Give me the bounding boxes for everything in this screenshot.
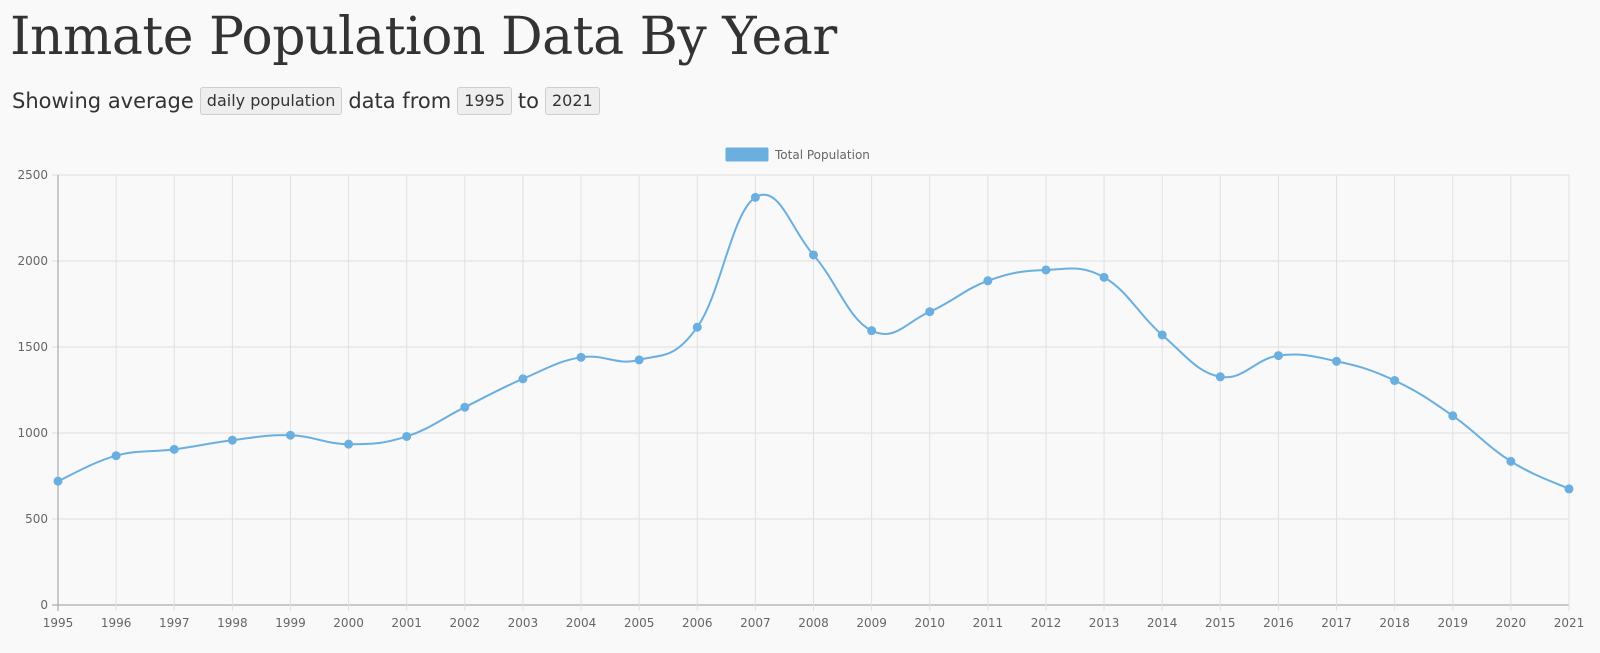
x-tick-label-2010: 2010 bbox=[914, 616, 945, 630]
x-tick-label-2014: 2014 bbox=[1147, 616, 1178, 630]
data-point-2000 bbox=[344, 439, 354, 449]
data-point-2002 bbox=[460, 402, 470, 412]
x-tick-label-1996: 1996 bbox=[101, 616, 132, 630]
data-point-1999 bbox=[285, 430, 295, 440]
y-axis: 0 500 1000 1500 2000 2500 bbox=[17, 168, 48, 612]
x-tick-label-1998: 1998 bbox=[217, 616, 248, 630]
filter-joiner-text: to bbox=[517, 89, 539, 113]
x-tick-label-2016: 2016 bbox=[1263, 616, 1294, 630]
x-tick-label-2021: 2021 bbox=[1554, 616, 1585, 630]
data-point-2003 bbox=[518, 374, 528, 384]
x-tick-label-2009: 2009 bbox=[856, 616, 887, 630]
data-point-2004 bbox=[576, 352, 586, 362]
x-tick-label-2005: 2005 bbox=[624, 616, 655, 630]
y-tick-label-1000: 1000 bbox=[17, 426, 48, 440]
data-point-2005 bbox=[634, 355, 644, 365]
x-tick-label-2015: 2015 bbox=[1205, 616, 1236, 630]
x-tick-label-2013: 2013 bbox=[1089, 616, 1120, 630]
x-tick-label-2008: 2008 bbox=[798, 616, 829, 630]
data-point-1996 bbox=[111, 451, 121, 461]
data-point-2011 bbox=[983, 276, 993, 286]
data-point-2017 bbox=[1332, 356, 1342, 366]
x-tick-label-2018: 2018 bbox=[1379, 616, 1410, 630]
data-point-2008 bbox=[809, 250, 818, 260]
x-tick-label-2012: 2012 bbox=[1031, 616, 1062, 630]
metric-select[interactable]: daily population bbox=[199, 87, 343, 115]
legend-label-total-population[interactable]: Total Population bbox=[774, 148, 870, 162]
data-point-2021 bbox=[1564, 484, 1574, 494]
data-point-2018 bbox=[1390, 376, 1400, 386]
x-tick-label-2017: 2017 bbox=[1321, 616, 1352, 630]
data-point-1995 bbox=[53, 476, 63, 486]
x-axis: 1995 1996 1997 1998 1999 2000 2001 2002 2003 2004… bbox=[43, 616, 1585, 630]
y-tick-label-1500: 1500 bbox=[17, 340, 48, 354]
data-point-2007 bbox=[750, 192, 760, 202]
y-tick-label-2500: 2500 bbox=[17, 168, 48, 182]
data-point-2015 bbox=[1215, 372, 1225, 382]
x-tick-label-2006: 2006 bbox=[682, 616, 713, 630]
x-tick-label-1995: 1995 bbox=[43, 616, 74, 630]
data-point-2006 bbox=[692, 322, 702, 332]
x-tick-label-2020: 2020 bbox=[1496, 616, 1527, 630]
x-tick-label-2007: 2007 bbox=[740, 616, 771, 630]
data-points bbox=[53, 192, 1574, 494]
filter-middle-text: data from bbox=[348, 89, 452, 113]
population-line-chart: Total Population 0 500 1000 1500 2000 2500 19… bbox=[17, 147, 1585, 630]
data-point-2016 bbox=[1273, 351, 1283, 361]
filter-prefix-text: Showing average bbox=[12, 89, 194, 113]
data-point-2001 bbox=[402, 431, 412, 441]
data-point-2014 bbox=[1157, 330, 1167, 340]
x-tick-label-2001: 2001 bbox=[391, 616, 422, 630]
x-tick-label-2000: 2000 bbox=[333, 616, 364, 630]
y-tick-label-0: 0 bbox=[40, 598, 48, 612]
x-tick-label-2019: 2019 bbox=[1437, 616, 1468, 630]
end-year-select[interactable]: 2021 bbox=[545, 87, 600, 115]
chart-grid bbox=[52, 174, 1570, 611]
page-title: Inmate Population Data By Year bbox=[10, 7, 837, 67]
data-filter-sentence: Showing average daily population data fr… bbox=[12, 86, 600, 116]
data-point-1998 bbox=[227, 435, 237, 445]
data-point-2019 bbox=[1448, 411, 1458, 421]
data-point-2012 bbox=[1041, 265, 1051, 275]
data-point-2010 bbox=[925, 307, 935, 317]
x-tick-label-2011: 2011 bbox=[973, 616, 1004, 630]
y-tick-label-2000: 2000 bbox=[17, 254, 48, 268]
start-year-select[interactable]: 1995 bbox=[457, 87, 512, 115]
data-point-2013 bbox=[1099, 272, 1109, 282]
x-tick-label-2004: 2004 bbox=[566, 616, 597, 630]
data-point-1997 bbox=[169, 444, 179, 454]
data-point-2020 bbox=[1506, 456, 1516, 466]
chart-legend[interactable]: Total Population bbox=[725, 147, 870, 162]
x-tick-label-2002: 2002 bbox=[450, 616, 481, 630]
x-tick-label-1999: 1999 bbox=[275, 616, 306, 630]
legend-swatch-total-population[interactable] bbox=[725, 147, 769, 162]
data-point-2009 bbox=[867, 326, 877, 336]
x-tick-label-1997: 1997 bbox=[159, 616, 190, 630]
x-tick-label-2003: 2003 bbox=[508, 616, 539, 630]
y-tick-label-500: 500 bbox=[25, 512, 48, 526]
